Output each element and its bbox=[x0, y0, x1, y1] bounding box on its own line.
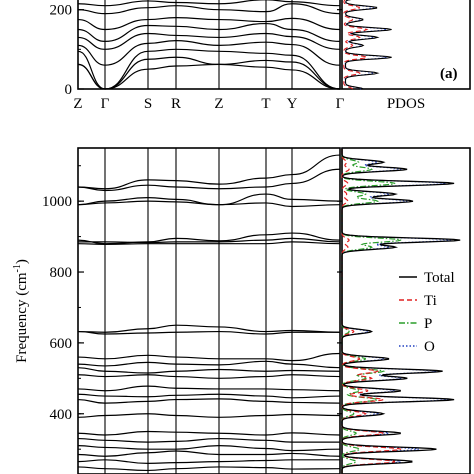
pdos-frame bbox=[341, 147, 471, 474]
y-tick-label: 200 bbox=[50, 3, 73, 19]
phonon-branch bbox=[77, 393, 341, 399]
legend-label-ti: Ti bbox=[424, 293, 437, 309]
y-tick-label: 0 bbox=[65, 82, 73, 98]
y-tick-label: 1000 bbox=[42, 194, 72, 210]
phonon-branch bbox=[77, 398, 341, 404]
y-axis-label-close: ) bbox=[14, 259, 30, 264]
legend-label-p: P bbox=[424, 316, 432, 332]
phonon-branch bbox=[77, 374, 341, 379]
phonon-branch bbox=[77, 450, 341, 457]
pdos-total-curve bbox=[341, 148, 461, 474]
y-axis-label: Frequency (cm-1) bbox=[12, 259, 30, 363]
y-tick-label: 400 bbox=[50, 407, 73, 423]
phonon-branch bbox=[77, 445, 341, 452]
k-point-label: Z bbox=[214, 96, 223, 112]
phonon-branch bbox=[77, 193, 341, 206]
phonon-branch bbox=[77, 437, 340, 443]
legend: Total Ti PO bbox=[399, 270, 455, 355]
phonon-branch bbox=[77, 241, 341, 245]
k-point-label: Y bbox=[287, 96, 298, 112]
phonon-branch bbox=[77, 360, 341, 369]
k-point-label: T bbox=[261, 96, 270, 112]
phonon-branch bbox=[77, 16, 341, 31]
phonon-branch bbox=[77, 367, 341, 374]
y-axis-label-main: Frequency (cm bbox=[14, 272, 30, 363]
phonon-branch bbox=[77, 385, 341, 392]
phonon-branch bbox=[77, 154, 341, 190]
legend-label-o: O bbox=[424, 339, 435, 355]
y-tick-label: 600 bbox=[50, 336, 73, 352]
y-axis-label-sup: -1 bbox=[12, 264, 23, 272]
band-frame bbox=[77, 147, 341, 474]
pdos-total-curve bbox=[344, 0, 392, 90]
phonon-branch bbox=[77, 200, 341, 208]
top-panel: 0 200 Z Γ S R Z T Y Γ PDOS (a) bbox=[50, 0, 471, 112]
phonon-branch bbox=[77, 32, 341, 50]
k-point-label: Z bbox=[73, 96, 82, 112]
phonon-branch bbox=[77, 168, 341, 192]
k-point-label: Γ bbox=[101, 96, 110, 112]
pdos-ti-curve bbox=[343, 0, 369, 90]
phonon-branch bbox=[77, 40, 341, 66]
phonon-branch bbox=[78, 237, 341, 244]
phonon-branch bbox=[77, 22, 341, 43]
phonon-branch bbox=[77, 352, 341, 362]
phonon-branch bbox=[77, 430, 341, 436]
k-point-label: Γ bbox=[336, 96, 345, 112]
phonon-branch bbox=[77, 324, 341, 333]
phonon-branch bbox=[77, 232, 341, 245]
y-tick-label: 800 bbox=[50, 265, 73, 281]
panel-label: (a) bbox=[440, 66, 458, 82]
phonon-branch bbox=[77, 466, 341, 472]
phonon-branch bbox=[77, 0, 341, 7]
phonon-branch bbox=[77, 413, 341, 418]
k-point-label: R bbox=[171, 96, 181, 112]
phonon-branch bbox=[77, 3, 341, 15]
phonon-branch bbox=[77, 330, 340, 335]
bottom-panel: 400 600 800 1000 Total Ti PO Frequency (cm-1) bbox=[12, 147, 471, 474]
phonon-branch bbox=[77, 459, 340, 464]
k-point-label: S bbox=[144, 96, 152, 112]
pdos-label: PDOS bbox=[387, 96, 425, 112]
pdos-frame bbox=[341, 0, 471, 90]
phonon-branch bbox=[77, 48, 341, 90]
legend-label-total: Total bbox=[424, 270, 455, 286]
